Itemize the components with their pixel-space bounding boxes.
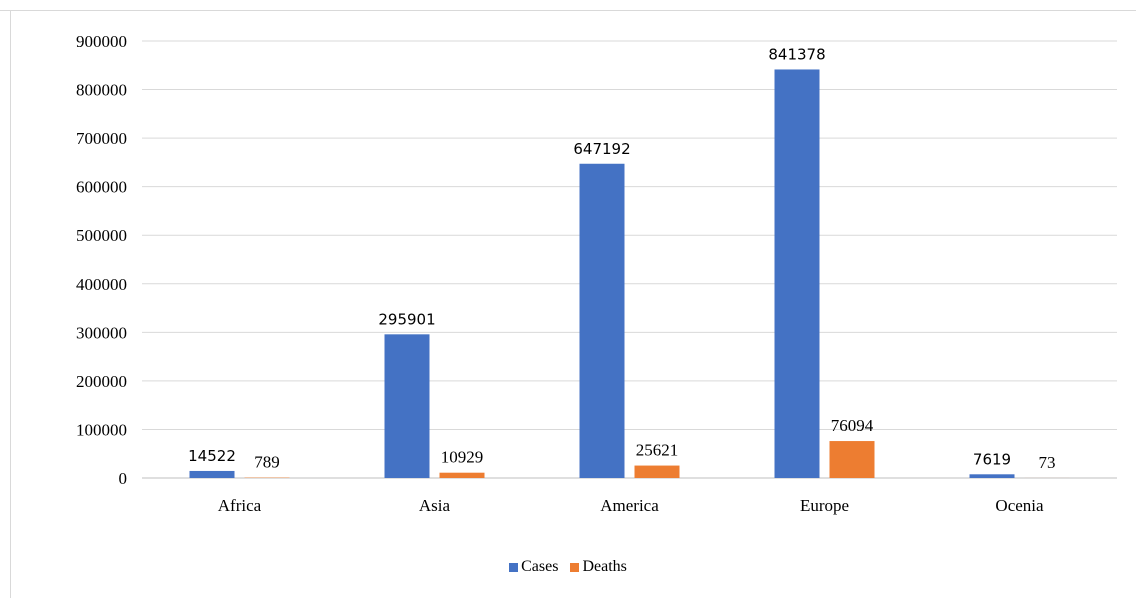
y-tick-label: 400000: [76, 275, 127, 294]
data-label-deaths: 76094: [831, 416, 874, 435]
data-label-cases: 295901: [378, 310, 435, 328]
legend-item-cases: Cases: [509, 558, 558, 576]
bar-deaths: [829, 441, 875, 478]
bars: [189, 69, 1070, 479]
y-tick-label: 0: [119, 469, 128, 488]
y-tick-label: 500000: [76, 226, 127, 245]
frame-top-border: [0, 10, 1136, 11]
bar-deaths: [439, 472, 485, 478]
data-label-deaths: 25621: [636, 441, 679, 460]
data-label-cases: 647192: [573, 140, 630, 158]
category-label: Asia: [419, 496, 451, 515]
category-label: Ocenia: [995, 496, 1044, 515]
y-tick-label: 100000: [76, 420, 127, 439]
data-label-cases: 14522: [188, 447, 236, 465]
x-axis-categories: Africa Asia America Europe Ocenia: [218, 496, 1044, 515]
y-tick-label: 300000: [76, 323, 127, 342]
legend-swatch-cases: [509, 562, 519, 572]
data-label-cases: 841378: [768, 45, 825, 63]
category-label: Europe: [800, 496, 849, 515]
y-tick-label: 200000: [76, 372, 127, 391]
bar-cases: [189, 470, 235, 478]
gridlines: [142, 40, 1117, 479]
bar-cases: [774, 69, 820, 479]
category-label: America: [600, 496, 659, 515]
data-label-deaths: 789: [254, 453, 280, 472]
y-axis-ticks: 0 100000 200000 300000 400000 500000 600000 700…: [76, 32, 127, 488]
y-tick-label: 700000: [76, 129, 127, 148]
bar-cases: [384, 334, 430, 478]
bar-cases: [579, 163, 625, 479]
legend: Cases Deaths: [0, 558, 1136, 576]
legend-label-deaths: Deaths: [582, 558, 627, 575]
y-tick-label: 800000: [76, 81, 127, 100]
y-tick-label: 900000: [76, 32, 127, 51]
y-tick-label: 600000: [76, 178, 127, 197]
data-label-deaths: 73: [1039, 453, 1056, 472]
data-label-deaths: 10929: [441, 448, 484, 467]
legend-item-deaths: Deaths: [570, 558, 627, 576]
legend-swatch-deaths: [570, 562, 580, 572]
data-labels: 14522 789 295901 10929 647192 25621 841378 7609…: [188, 45, 1055, 472]
category-label: Africa: [218, 496, 262, 515]
legend-label-cases: Cases: [521, 558, 559, 575]
data-label-cases: 7619: [973, 450, 1011, 468]
bar-deaths: [634, 465, 680, 478]
bar-cases: [969, 474, 1015, 478]
frame-left-border: [10, 10, 11, 598]
